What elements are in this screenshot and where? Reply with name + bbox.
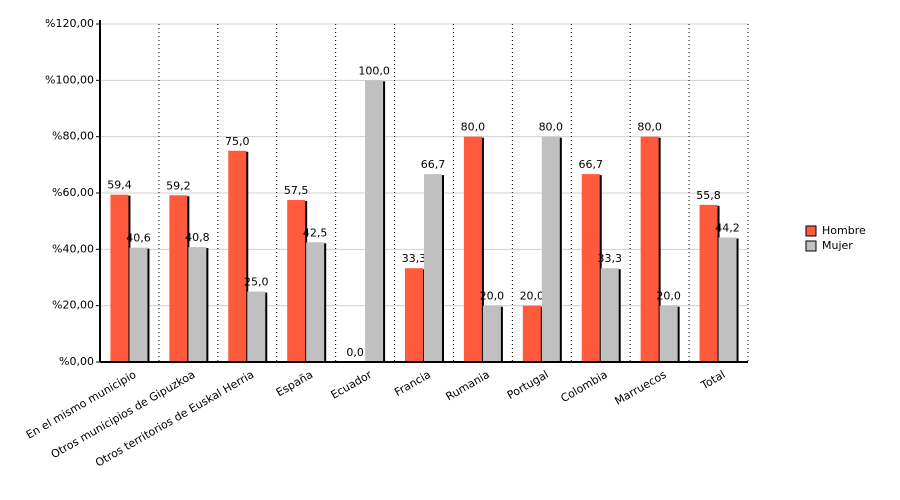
x-tick-label: Rumania	[444, 368, 492, 403]
value-label: 33,3	[597, 252, 622, 265]
bar	[110, 194, 129, 362]
x-tick-label: Ecuador	[329, 368, 375, 402]
x-tick-label: Total	[698, 368, 728, 393]
bar	[581, 174, 600, 362]
legend-swatch	[805, 240, 817, 252]
value-label: 42,5	[303, 226, 328, 239]
value-label: 0,0	[346, 346, 364, 359]
value-label: 57,5	[284, 184, 309, 197]
bar	[640, 136, 659, 362]
bar	[522, 305, 541, 362]
x-tick-label: Francia	[392, 368, 433, 399]
value-label: 55,8	[696, 189, 721, 202]
bar	[699, 204, 718, 362]
bar	[247, 291, 266, 362]
value-label: 100,0	[358, 64, 390, 77]
value-label: 66,7	[578, 158, 603, 171]
legend-swatch	[805, 225, 817, 237]
value-label: 40,6	[126, 232, 151, 245]
bar	[365, 80, 384, 362]
value-label: 75,0	[225, 135, 250, 148]
bar	[718, 237, 737, 362]
bar	[541, 136, 560, 362]
y-tick-label: %120,00	[45, 17, 94, 30]
bar	[463, 136, 482, 362]
x-tick-label: España	[274, 368, 315, 399]
y-tick-label: %20,00	[52, 299, 94, 312]
x-tick-label: Marruecos	[612, 368, 668, 408]
value-label: 20,0	[520, 290, 545, 303]
value-label: 80,0	[637, 121, 662, 134]
value-label: 66,7	[421, 158, 446, 171]
y-tick-label: %100,00	[45, 73, 94, 86]
value-label: 80,0	[539, 121, 564, 134]
bar	[287, 200, 306, 362]
x-tick-label: Portugal	[505, 368, 551, 402]
bar	[129, 247, 148, 362]
bar	[228, 150, 247, 362]
legend-label: Mujer	[822, 239, 853, 252]
value-label: 59,4	[107, 179, 132, 192]
value-label: 40,8	[185, 231, 210, 244]
value-label: 44,2	[715, 222, 740, 235]
y-tick-label: %60,00	[52, 186, 94, 199]
value-label: 59,2	[166, 179, 191, 192]
bar	[600, 268, 619, 362]
bar	[188, 247, 207, 362]
x-tick-label: Colombia	[558, 368, 609, 405]
value-label: 80,0	[461, 121, 486, 134]
legend-label: Hombre	[822, 224, 866, 237]
y-tick-label: %40,00	[52, 242, 94, 255]
bar	[405, 268, 423, 362]
value-label: 33,3	[402, 252, 427, 265]
bar	[306, 242, 325, 362]
bar	[169, 195, 188, 362]
bar	[659, 305, 678, 362]
bar	[482, 305, 501, 362]
bar	[424, 174, 442, 362]
value-label: 25,0	[244, 276, 269, 289]
value-label: 20,0	[480, 290, 505, 303]
y-tick-label: %0,00	[59, 355, 94, 368]
value-label: 20,0	[656, 290, 681, 303]
y-tick-label: %80,00	[52, 130, 94, 143]
